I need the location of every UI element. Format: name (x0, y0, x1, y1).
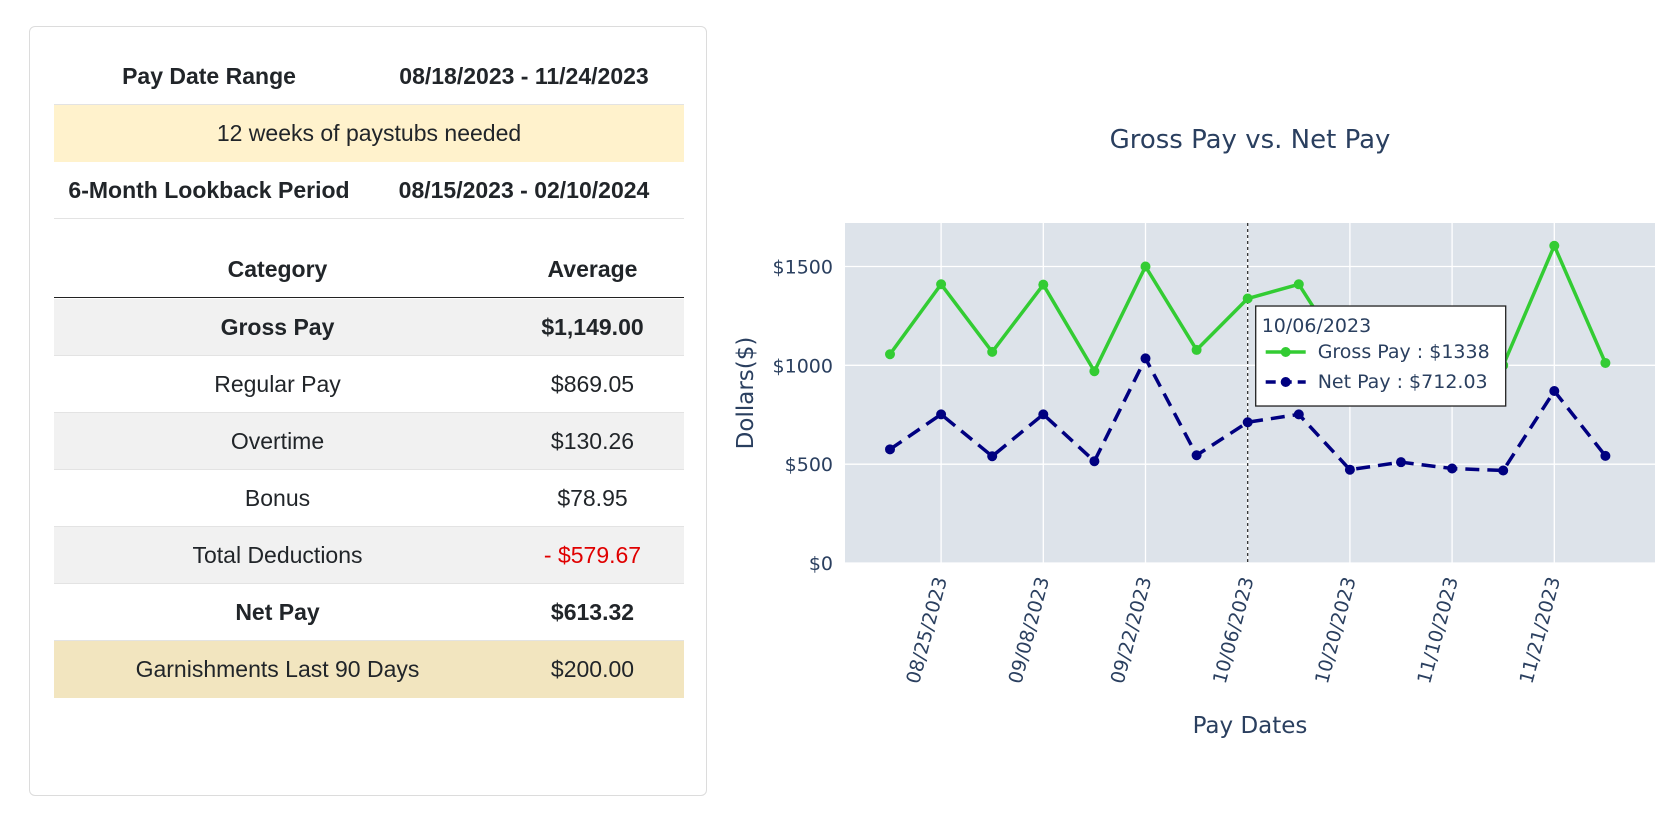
row-average: $869.05 (550, 370, 635, 397)
paystubs-note: 12 weeks of paystubs needed (54, 105, 684, 162)
gross-pay-point[interactable] (1600, 357, 1611, 368)
y-tick-label: $1000 (773, 355, 833, 377)
y-tick-label: $0 (809, 553, 833, 575)
pay-date-range-label: Pay Date Range (122, 63, 296, 89)
net-pay-point[interactable] (936, 409, 947, 420)
gross-pay-point[interactable] (1089, 366, 1100, 377)
y-tick-label: $500 (785, 454, 833, 476)
gross-pay-point[interactable] (987, 346, 998, 357)
hover-net-text: Net Pay : $712.03 (1318, 371, 1488, 393)
row-category: Overtime (230, 427, 325, 454)
chart-title: Gross Pay vs. Net Pay (1110, 125, 1391, 155)
net-pay-point[interactable] (1242, 417, 1253, 428)
x-tick-label: 11/21/2023 (1516, 575, 1566, 686)
table-row: Garnishments Last 90 Days $200.00 (54, 641, 684, 698)
table-row: Regular Pay $869.05 (54, 356, 684, 413)
net-pay-point[interactable] (1549, 386, 1560, 397)
gross-vs-net-chart[interactable]: Gross Pay vs. Net Pay $0 $500 $1000 $1500 08/… (710, 0, 1678, 814)
hover-net-marker (1280, 377, 1291, 388)
gross-pay-point[interactable] (1293, 279, 1304, 290)
average-header: Average (547, 255, 638, 282)
gross-pay-point[interactable] (885, 349, 895, 360)
hover-tooltip-date: 10/06/2023 (1262, 315, 1372, 337)
row-average-deduction: - $579.67 (543, 541, 642, 568)
x-tick-label: 09/22/2023 (1107, 575, 1157, 686)
y-axis-label: Dollars($) (733, 337, 759, 450)
net-pay-point[interactable] (885, 444, 895, 455)
hover-gross-text: Gross Pay : $1338 (1318, 341, 1490, 363)
hover-tooltip (1255, 305, 1507, 407)
net-pay-point[interactable] (1089, 456, 1100, 467)
chart-svg[interactable]: Gross Pay vs. Net Pay $0 $500 $1000 $1500 08/… (710, 0, 1678, 814)
net-pay-point[interactable] (1396, 457, 1406, 468)
row-category: Total Deductions (192, 541, 363, 568)
net-pay-point[interactable] (1191, 450, 1202, 461)
row-average: $78.95 (557, 484, 628, 511)
paystubs-note-text: 12 weeks of paystubs needed (216, 120, 522, 146)
net-pay-point[interactable] (1038, 409, 1049, 420)
gross-pay-point[interactable] (1191, 344, 1202, 355)
table-header: Category Average (54, 241, 684, 298)
pay-summary-card: Pay Date Range 08/18/2023 - 11/24/2023 1… (29, 26, 707, 796)
x-tick-label: 08/25/2023 (902, 575, 952, 686)
lookback-label: 6-Month Lookback Period (68, 176, 350, 203)
table-row: Gross Pay $1,149.00 (54, 299, 684, 356)
row-average: $1,149.00 (541, 313, 644, 340)
row-average: $200.00 (550, 656, 635, 682)
gross-pay-point[interactable] (1549, 240, 1560, 251)
table-row: Total Deductions - $579.67 (54, 527, 684, 584)
row-category: Gross Pay (220, 313, 335, 340)
gross-pay-point[interactable] (1242, 293, 1253, 304)
row-category: Net Pay (235, 598, 320, 625)
plot-area (845, 223, 1655, 563)
pay-date-range-value: 08/18/2023 - 11/24/2023 (399, 63, 649, 89)
gross-pay-point[interactable] (1140, 261, 1151, 272)
net-pay-point[interactable] (1600, 450, 1611, 461)
row-category: Bonus (244, 484, 311, 511)
x-tick-label: 09/08/2023 (1005, 575, 1055, 686)
hover-gross-marker (1280, 347, 1291, 358)
net-pay-point[interactable] (1498, 465, 1509, 476)
net-pay-point[interactable] (1293, 409, 1304, 420)
net-pay-point[interactable] (987, 451, 998, 462)
y-tick-label: $1500 (773, 256, 833, 278)
gross-pay-point[interactable] (936, 279, 947, 290)
x-tick-label: 10/20/2023 (1311, 575, 1361, 686)
lookback-value: 08/15/2023 - 02/10/2024 (398, 176, 650, 203)
x-tick-label: 11/10/2023 (1413, 575, 1463, 686)
lookback-row: 6-Month Lookback Period 08/15/2023 - 02/… (54, 162, 684, 219)
x-tick-label: 10/06/2023 (1209, 575, 1259, 686)
table-row: Overtime $130.26 (54, 413, 684, 470)
category-header: Category (227, 255, 328, 282)
net-pay-point[interactable] (1344, 464, 1355, 475)
gross-pay-point[interactable] (1038, 279, 1049, 290)
row-category: Regular Pay (214, 370, 341, 397)
net-pay-point[interactable] (1447, 463, 1458, 474)
row-average: $613.32 (550, 598, 635, 625)
pay-date-range-row: Pay Date Range 08/18/2023 - 11/24/2023 (54, 49, 684, 105)
table-row: Bonus $78.95 (54, 470, 684, 527)
row-category: Garnishments Last 90 Days (135, 656, 420, 682)
table-row: Net Pay $613.32 (54, 584, 684, 641)
row-average: $130.26 (550, 427, 635, 454)
x-axis-label: Pay Dates (1193, 713, 1308, 739)
net-pay-point[interactable] (1140, 353, 1151, 364)
